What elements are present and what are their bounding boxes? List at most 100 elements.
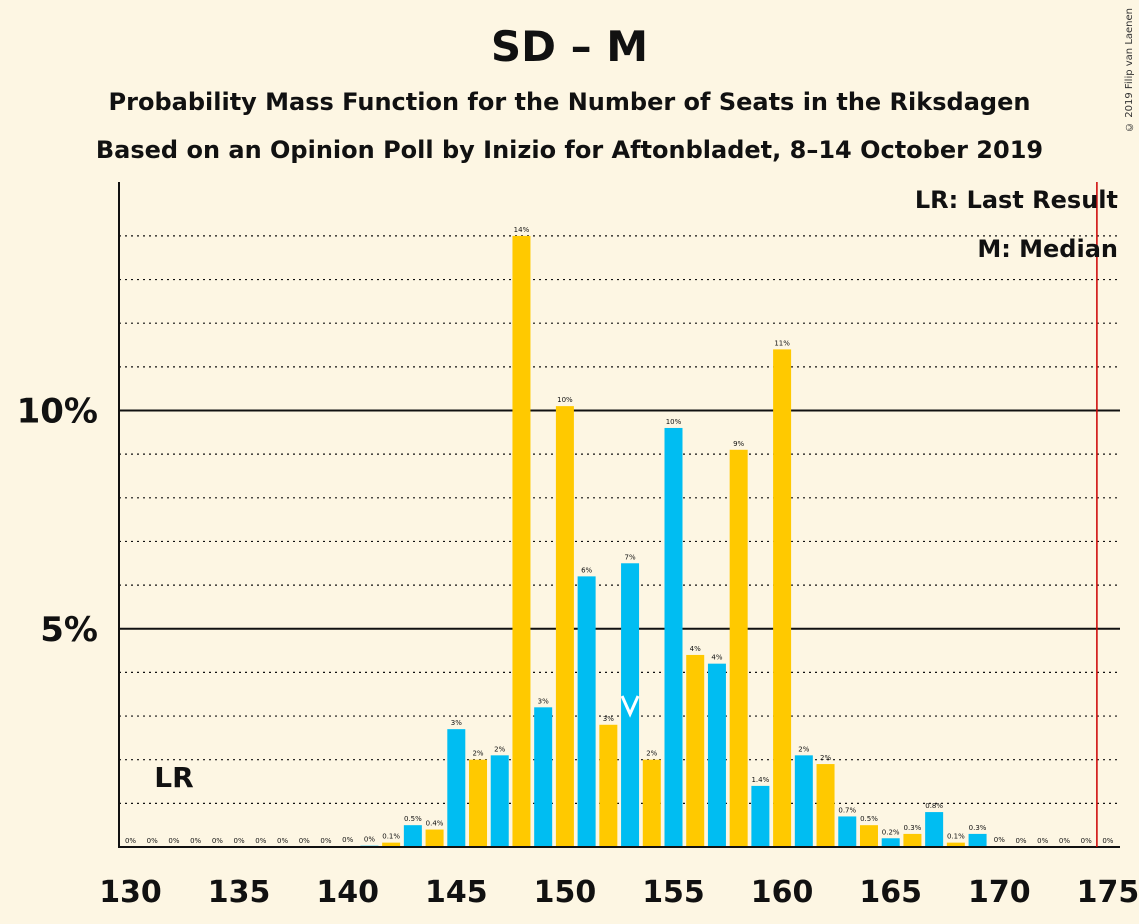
last-result-marker: LR xyxy=(154,761,193,794)
bar-seat-142 xyxy=(382,842,401,847)
bar-seat-163 xyxy=(838,816,857,847)
bar-label-seat-155: 10% xyxy=(666,418,682,426)
x-tick-165: 165 xyxy=(859,875,922,910)
legend-median: M: Median xyxy=(977,235,1118,263)
bar-seat-169 xyxy=(968,833,987,847)
bar-label-seat-133: 0% xyxy=(190,837,201,845)
bar-label-seat-142: 0.1% xyxy=(382,833,400,841)
x-tick-140: 140 xyxy=(316,875,379,910)
bar-seat-149 xyxy=(534,707,553,847)
y-tick-labels: 5% 10% xyxy=(17,392,98,650)
bar-label-seat-160: 11% xyxy=(774,339,790,347)
bar-label-seat-156: 4% xyxy=(690,645,701,653)
bar-seat-167 xyxy=(925,812,944,847)
bar-label-seat-131: 0% xyxy=(147,837,158,845)
bar-label-seat-136: 0% xyxy=(255,837,266,845)
bar-label-seat-167: 0.8% xyxy=(925,802,943,810)
bar-label-seat-151: 6% xyxy=(581,566,592,574)
bar-seat-153 xyxy=(621,563,640,847)
x-tick-155: 155 xyxy=(642,875,705,910)
bar-seat-168 xyxy=(946,842,965,847)
bar-seat-154 xyxy=(642,759,661,847)
bar-seat-158 xyxy=(729,449,748,847)
chart-subtitle: Probability Mass Function for the Number… xyxy=(108,88,1031,116)
bar-label-seat-132: 0% xyxy=(168,837,179,845)
bar-label-seat-144: 0.4% xyxy=(426,820,444,828)
bar-seat-161 xyxy=(794,755,813,847)
bar-label-seat-173: 0% xyxy=(1059,837,1070,845)
bar-seat-152 xyxy=(599,724,618,847)
bar-label-seat-162: 2% xyxy=(820,754,831,762)
bar-label-seat-137: 0% xyxy=(277,837,288,845)
bar-label-seat-175: 0% xyxy=(1102,837,1113,845)
grid-lines xyxy=(119,235,1120,804)
chart-title: SD – M xyxy=(490,22,649,71)
bar-seat-151 xyxy=(577,576,596,847)
bar-seat-157 xyxy=(707,663,726,847)
bar-label-seat-146: 2% xyxy=(472,750,483,758)
bar-label-seat-141: 0% xyxy=(364,836,375,844)
bar-seat-159 xyxy=(751,785,770,847)
bars-group xyxy=(338,235,1009,847)
bar-label-seat-163: 0.7% xyxy=(838,806,856,814)
bar-label-seat-153: 7% xyxy=(625,553,636,561)
bar-seat-156 xyxy=(686,654,705,847)
x-tick-170: 170 xyxy=(968,875,1031,910)
bar-label-seat-165: 0.2% xyxy=(882,828,900,836)
bar-label-seat-139: 0% xyxy=(320,837,331,845)
bar-label-seat-150: 10% xyxy=(557,396,573,404)
bar-label-seat-138: 0% xyxy=(299,837,310,845)
x-tick-135: 135 xyxy=(208,875,271,910)
x-tick-150: 150 xyxy=(534,875,597,910)
x-tick-175: 175 xyxy=(1077,875,1139,910)
bar-seat-160 xyxy=(773,349,792,847)
bar-label-seat-134: 0% xyxy=(212,837,223,845)
bar-seat-148 xyxy=(512,235,531,847)
bar-label-seat-169: 0.3% xyxy=(969,824,987,832)
bar-label-seat-171: 0% xyxy=(1015,837,1026,845)
bar-label-seat-172: 0% xyxy=(1037,837,1048,845)
x-tick-160: 160 xyxy=(751,875,814,910)
bar-label-seat-158: 9% xyxy=(733,440,744,448)
bar-seat-145 xyxy=(447,729,466,847)
bar-seat-146 xyxy=(469,759,488,847)
bar-label-seat-174: 0% xyxy=(1081,837,1092,845)
bar-label-seat-149: 3% xyxy=(538,697,549,705)
bar-labels-group: 0% 0% 0% 0% 0% 0% 0% 0% 0% 0% 0% 0% 0.1% 0.5% 0.4% 3% 2%… xyxy=(125,226,1114,845)
bar-label-seat-130: 0% xyxy=(125,837,136,845)
bar-seat-165 xyxy=(881,838,900,847)
bar-label-seat-161: 2% xyxy=(798,745,809,753)
bar-label-seat-145: 3% xyxy=(451,719,462,727)
bar-label-seat-159: 1.4% xyxy=(751,776,769,784)
bar-seat-155 xyxy=(664,427,683,847)
bar-label-seat-166: 0.3% xyxy=(904,824,922,832)
bar-label-seat-152: 3% xyxy=(603,715,614,723)
bar-seat-166 xyxy=(903,833,922,847)
median-marker xyxy=(620,695,640,718)
legend-last-result: LR: Last Result xyxy=(915,186,1118,214)
bar-seat-143 xyxy=(403,825,422,847)
bar-label-seat-164: 0.5% xyxy=(860,815,878,823)
bar-label-seat-148: 14% xyxy=(514,226,530,234)
bar-seat-147 xyxy=(490,755,509,847)
x-tick-145: 145 xyxy=(425,875,488,910)
chart-subtitle-poll: Based on an Opinion Poll by Inizio for A… xyxy=(95,136,1044,164)
bar-label-seat-140: 0% xyxy=(342,836,353,844)
bar-label-seat-154: 2% xyxy=(646,750,657,758)
bar-label-seat-168: 0.1% xyxy=(947,833,965,841)
bar-seat-150 xyxy=(555,406,574,847)
bar-label-seat-135: 0% xyxy=(234,837,245,845)
y-tick-5: 5% xyxy=(40,610,98,650)
axes-group xyxy=(118,182,1120,848)
bar-label-seat-147: 2% xyxy=(494,745,505,753)
annotations-group: LR LR: Last Result M: Median xyxy=(154,182,1118,847)
x-tick-130: 130 xyxy=(99,875,162,910)
bar-label-seat-157: 4% xyxy=(711,654,722,662)
y-tick-10: 10% xyxy=(17,392,98,432)
bar-label-seat-143: 0.5% xyxy=(404,815,422,823)
bar-seat-162 xyxy=(816,764,835,847)
x-tick-labels: 130 135 140 145 150 155 160 165 170 175 xyxy=(99,875,1139,910)
bar-label-seat-170: 0% xyxy=(994,836,1005,844)
bar-seat-144 xyxy=(425,829,444,847)
